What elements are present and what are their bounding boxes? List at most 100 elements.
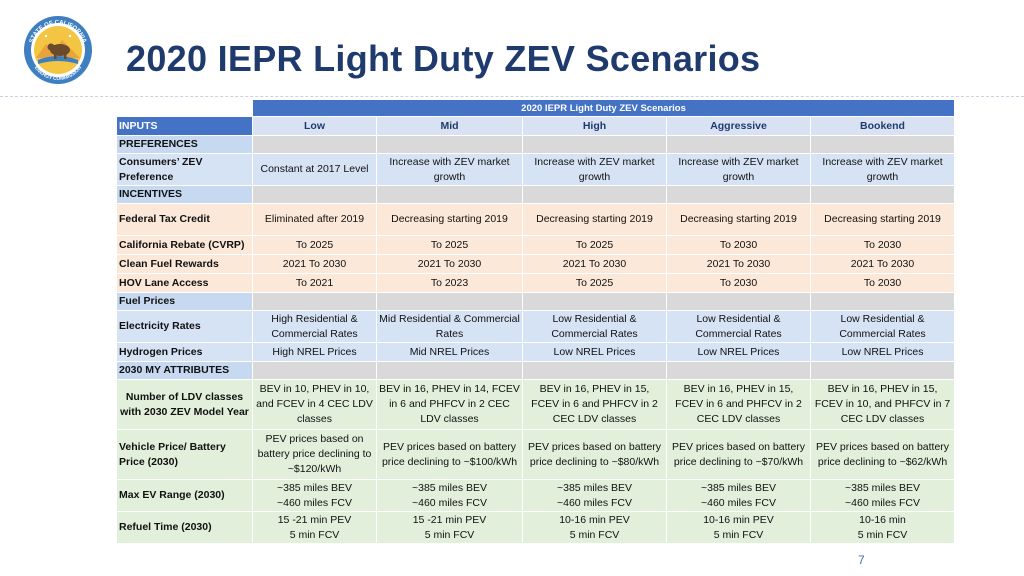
- section-empty-cell: [666, 185, 811, 204]
- table-row: Federal Tax Credit Eliminated after 2019 D…: [116, 203, 956, 236]
- section-empty-cell: [522, 185, 667, 204]
- table-cell: PEV prices based on battery price declin…: [252, 429, 377, 480]
- table-row: Hydrogen Prices High NREL Prices Mid NREL …: [116, 342, 956, 362]
- inputs-header: INPUTS: [116, 116, 253, 136]
- scenario-header: High: [522, 116, 667, 136]
- section-empty-cell: [376, 185, 523, 204]
- section-empty-cell: [252, 135, 377, 154]
- table-cell: Increase with ZEV market growth: [666, 153, 811, 186]
- table-cell: ~385 miles BEV ~460 miles FCV: [809, 479, 956, 512]
- table-cell: High NREL Prices: [252, 342, 377, 362]
- section-empty-cell: [376, 292, 523, 311]
- table-cell: To 2030: [809, 235, 956, 255]
- table-cell: 2021 To 2030: [376, 254, 523, 274]
- table-cell: BEV in 16, PHEV in 14, FCEV in 6 and PHF…: [376, 379, 523, 430]
- table-cell: BEV in 16, PHEV in 15, FCEV in 6 and PHF…: [666, 379, 811, 430]
- table-cell: 10-16 min 5 min FCV: [809, 511, 956, 544]
- row-label: Federal Tax Credit: [116, 203, 253, 236]
- section-empty-cell: [809, 361, 956, 380]
- table-row: Number of LDV classes with 2030 ZEV Mode…: [116, 379, 956, 430]
- table-cell: 2021 To 2030: [666, 254, 811, 274]
- section-empty-cell: [666, 135, 811, 154]
- table-cell: Eliminated after 2019: [252, 203, 377, 236]
- table-cell: PEV prices based on battery price declin…: [809, 429, 956, 480]
- table-cell: To 2025: [522, 273, 667, 293]
- row-label: California Rebate (CVRP): [116, 235, 253, 255]
- table-row: Electricity Rates High Residential & Comm…: [116, 310, 956, 343]
- table-cell: High Residential & Commercial Rates: [252, 310, 377, 343]
- table-cell: Low Residential & Commercial Rates: [666, 310, 811, 343]
- section-header-row: PREFERENCES: [116, 135, 956, 154]
- table-row: Max EV Range (2030) ~385 miles BEV ~460 m…: [116, 479, 956, 512]
- table-cell: Increase with ZEV market growth: [809, 153, 956, 186]
- table-row: Clean Fuel Rewards 2021 To 2030 2021 To 20…: [116, 254, 956, 274]
- table-cell: ~385 miles BEV ~460 miles FCV: [522, 479, 667, 512]
- section-empty-cell: [252, 292, 377, 311]
- section-empty-cell: [522, 361, 667, 380]
- table-row: Consumers’ ZEV Preference Constant at 201…: [116, 153, 956, 186]
- section-title: PREFERENCES: [116, 135, 253, 154]
- table-cell: 2021 To 2030: [809, 254, 956, 274]
- scenario-header: Bookend: [809, 116, 956, 136]
- table-cell: 10-16 min PEV 5 min FCV: [522, 511, 667, 544]
- table-banner: 2020 IEPR Light Duty ZEV Scenarios: [251, 99, 956, 117]
- table-cell: ~385 miles BEV ~460 miles FCV: [252, 479, 377, 512]
- table-cell: Decreasing starting 2019: [522, 203, 667, 236]
- row-label: Consumers’ ZEV Preference: [116, 153, 253, 186]
- table-cell: To 2025: [522, 235, 667, 255]
- table-cell: Low Residential & Commercial Rates: [809, 310, 956, 343]
- row-label: HOV Lane Access: [116, 273, 253, 293]
- table-cell: Low NREL Prices: [522, 342, 667, 362]
- blank-corner-cell: [116, 99, 253, 117]
- row-label: Number of LDV classes with 2030 ZEV Mode…: [116, 379, 253, 430]
- table-cell: Mid NREL Prices: [376, 342, 523, 362]
- table-cell: Increase with ZEV market growth: [376, 153, 523, 186]
- table-cell: 10-16 min PEV 5 min FCV: [666, 511, 811, 544]
- table-header-row: INPUTS Low Mid High Aggressive Bookend: [116, 116, 956, 136]
- table-cell: PEV prices based on battery price declin…: [376, 429, 523, 480]
- scenario-header: Mid: [376, 116, 523, 136]
- row-label: Max EV Range (2030): [116, 479, 253, 512]
- row-label: Vehicle Price/ Battery Price (2030): [116, 429, 253, 480]
- table-cell: 2021 To 2030: [252, 254, 377, 274]
- section-empty-cell: [666, 361, 811, 380]
- section-title: INCENTIVES: [116, 185, 253, 204]
- section-empty-cell: [522, 292, 667, 311]
- row-label: Hydrogen Prices: [116, 342, 253, 362]
- table-cell: Decreasing starting 2019: [376, 203, 523, 236]
- section-empty-cell: [252, 361, 377, 380]
- table-row: Vehicle Price/ Battery Price (2030) PEV p…: [116, 429, 956, 480]
- table-cell: To 2030: [666, 273, 811, 293]
- table-cell: Decreasing starting 2019: [809, 203, 956, 236]
- section-empty-cell: [376, 135, 523, 154]
- title-divider: [0, 96, 1024, 97]
- table-banner-row: 2020 IEPR Light Duty ZEV Scenarios: [116, 99, 956, 117]
- table-cell: To 2030: [809, 273, 956, 293]
- energy-commission-seal-logo: STATE OF CALIFORNIA ENERGY COMMISSION: [24, 16, 92, 84]
- table-cell: 15 -21 min PEV 5 min FCV: [376, 511, 523, 544]
- table-cell: To 2021: [252, 273, 377, 293]
- table-cell: Low Residential & Commercial Rates: [522, 310, 667, 343]
- table-cell: ~385 miles BEV ~460 miles FCV: [376, 479, 523, 512]
- table-cell: BEV in 16, PHEV in 15, FCEV in 6 and PHF…: [522, 379, 667, 430]
- table-cell: Decreasing starting 2019: [666, 203, 811, 236]
- row-label: Electricity Rates: [116, 310, 253, 343]
- scenario-header: Low: [252, 116, 377, 136]
- section-empty-cell: [809, 185, 956, 204]
- table-cell: 2021 To 2030: [522, 254, 667, 274]
- table-cell: To 2030: [666, 235, 811, 255]
- scenario-header: Aggressive: [666, 116, 811, 136]
- page-title: 2020 IEPR Light Duty ZEV Scenarios: [126, 38, 761, 79]
- section-header-row: 2030 MY ATTRIBUTES: [116, 361, 956, 380]
- section-header-row: Fuel Prices: [116, 292, 956, 311]
- section-empty-cell: [666, 292, 811, 311]
- section-empty-cell: [522, 135, 667, 154]
- table-row: California Rebate (CVRP) To 2025 To 2025 To…: [116, 235, 956, 255]
- table-cell: Mid Residential & Commercial Rates: [376, 310, 523, 343]
- table-cell: To 2025: [252, 235, 377, 255]
- table-row: Refuel Time (2030) 15 -21 min PEV 5 min F…: [116, 511, 956, 544]
- row-label: Refuel Time (2030): [116, 511, 253, 544]
- table-cell: To 2023: [376, 273, 523, 293]
- table-cell: PEV prices based on battery price declin…: [666, 429, 811, 480]
- table-cell: Increase with ZEV market growth: [522, 153, 667, 186]
